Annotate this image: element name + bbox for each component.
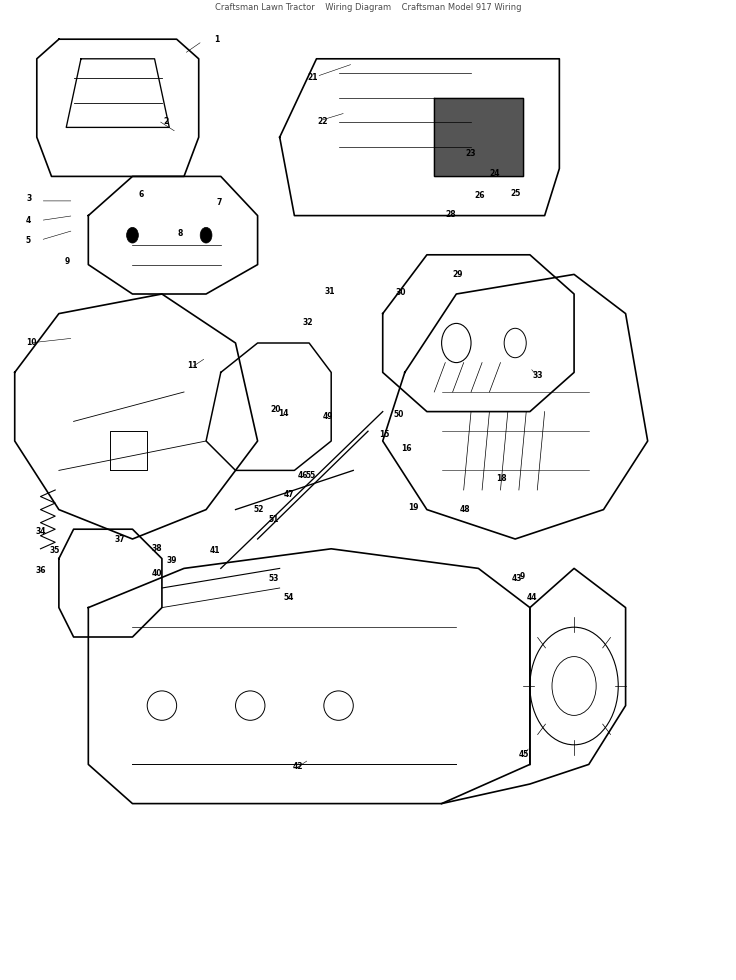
Text: 48: 48 (460, 505, 470, 514)
Text: 40: 40 (152, 568, 162, 578)
Text: 9: 9 (520, 571, 526, 581)
Circle shape (200, 227, 212, 243)
Text: 8: 8 (177, 228, 183, 238)
Text: 42: 42 (293, 761, 303, 771)
Text: 14: 14 (278, 409, 289, 418)
Text: 3: 3 (26, 194, 32, 204)
Text: 45: 45 (519, 750, 529, 760)
Text: 31: 31 (325, 286, 335, 296)
Text: 11: 11 (188, 361, 198, 370)
Text: 36: 36 (35, 565, 46, 575)
Text: 5: 5 (26, 235, 30, 245)
Text: 15: 15 (379, 429, 389, 439)
Text: 24: 24 (489, 169, 500, 178)
Text: 38: 38 (152, 544, 162, 554)
Text: 32: 32 (302, 318, 313, 327)
Text: Craftsman Lawn Tractor    Wiring Diagram    Craftsman Model 917 Wiring: Craftsman Lawn Tractor Wiring Diagram Cr… (215, 3, 521, 12)
Text: 18: 18 (497, 473, 507, 483)
Text: 16: 16 (401, 444, 411, 454)
Text: 55: 55 (305, 470, 316, 480)
Polygon shape (434, 98, 523, 176)
Text: 23: 23 (466, 149, 476, 159)
Text: 2: 2 (163, 117, 169, 126)
Text: 26: 26 (475, 190, 485, 200)
Text: 10: 10 (26, 337, 36, 347)
Text: 51: 51 (269, 514, 279, 524)
Text: 7: 7 (216, 198, 222, 208)
Text: 34: 34 (36, 526, 46, 536)
Text: 20: 20 (271, 405, 281, 415)
Text: 22: 22 (317, 117, 328, 126)
Text: 49: 49 (322, 412, 333, 421)
Text: 50: 50 (394, 410, 404, 419)
Text: 39: 39 (166, 556, 177, 565)
Text: 1: 1 (214, 34, 220, 44)
Text: 9: 9 (65, 257, 71, 267)
Text: 52: 52 (254, 505, 264, 514)
Text: 30: 30 (396, 287, 406, 297)
Text: 4: 4 (25, 216, 31, 225)
Text: 25: 25 (510, 188, 520, 198)
Text: 37: 37 (115, 534, 125, 544)
Text: 6: 6 (138, 189, 144, 199)
Text: 35: 35 (50, 546, 60, 556)
Text: 47: 47 (283, 490, 294, 500)
Text: 33: 33 (532, 370, 542, 380)
Text: 46: 46 (298, 470, 308, 480)
Circle shape (127, 227, 138, 243)
Text: 41: 41 (210, 546, 220, 556)
Text: 54: 54 (283, 593, 294, 603)
Text: 19: 19 (408, 503, 419, 513)
Text: 29: 29 (453, 270, 463, 279)
Text: 44: 44 (527, 593, 537, 603)
Text: 53: 53 (269, 573, 279, 583)
Text: 21: 21 (308, 73, 318, 82)
Text: 28: 28 (445, 210, 456, 220)
Text: 43: 43 (512, 573, 522, 583)
